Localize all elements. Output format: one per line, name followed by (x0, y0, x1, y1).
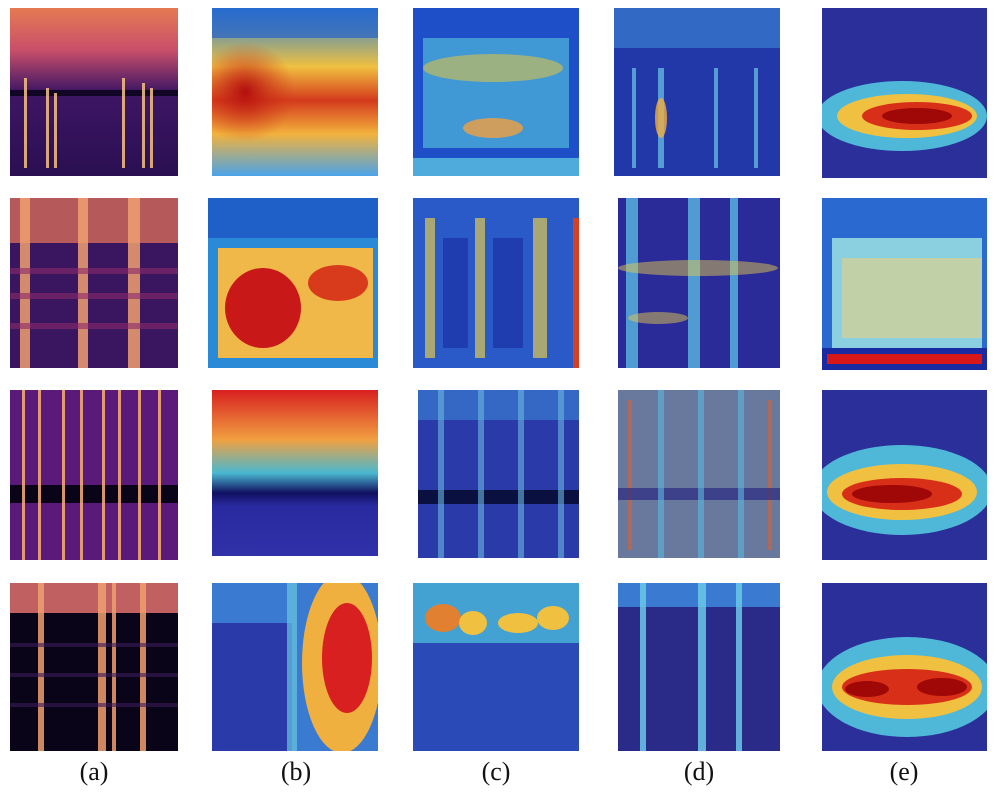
panel-b-row3 (212, 390, 378, 556)
panel-d-row4 (618, 583, 780, 751)
panel-c-row3 (418, 390, 579, 558)
panel-e-row3 (822, 390, 987, 560)
panel-b-row4 (212, 583, 378, 751)
panel-a-row3 (10, 390, 178, 560)
panel-e-row4 (822, 583, 987, 751)
caption-e: (e) (889, 757, 919, 786)
caption-a: (a) (79, 757, 109, 786)
panel-d-row2 (618, 198, 780, 368)
panel-a-row1 (10, 8, 178, 176)
caption-d: (d) (683, 757, 715, 786)
panel-c-row4 (413, 583, 579, 751)
panel-e-row1 (822, 8, 987, 178)
panel-d-row1 (614, 8, 780, 176)
caption-c: (c) (481, 757, 511, 786)
panel-c-row1 (413, 8, 579, 176)
panel-a-row2 (10, 198, 178, 368)
caption-b: (b) (280, 757, 312, 786)
panel-b-row1 (212, 8, 378, 176)
panel-e-row2 (822, 198, 987, 370)
panel-d-row3 (618, 390, 780, 558)
panel-b-row2 (208, 198, 378, 368)
panel-a-row4 (10, 583, 178, 751)
panel-c-row2 (413, 198, 579, 368)
